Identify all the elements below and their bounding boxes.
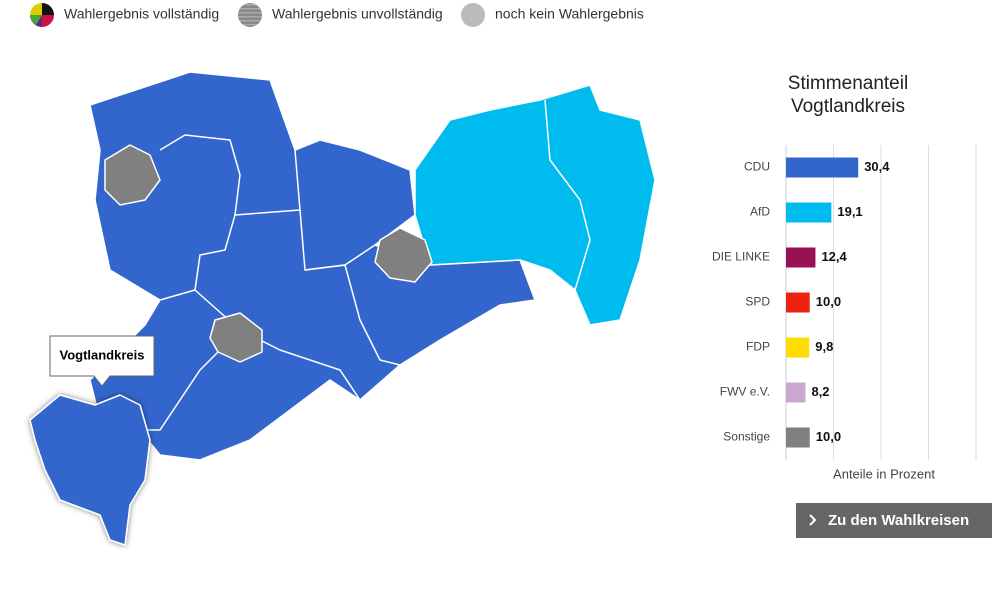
legend-label: Wahlergebnis unvollständig	[272, 6, 443, 22]
button-label[interactable]: Zu den Wahlkreisen	[828, 512, 969, 529]
button-bg[interactable]	[796, 503, 992, 538]
bar	[786, 247, 816, 268]
region-selected[interactable]	[29, 394, 151, 546]
button[interactable]: Zu den Wahlkreisen	[796, 503, 992, 538]
chart-title: Stimmenanteil	[788, 73, 908, 94]
city[interactable]	[104, 144, 161, 206]
value-label: 10,0	[816, 294, 841, 309]
region[interactable]	[414, 84, 656, 326]
legend: Wahlergebnis vollständig Wahlergebnis un…	[30, 3, 644, 27]
value-label: 19,1	[837, 204, 862, 219]
value-label: 30,4	[864, 159, 890, 174]
button-icon	[809, 514, 817, 526]
legend-icon-none	[461, 3, 485, 27]
y-tick-label: DIE LINKE	[712, 250, 770, 264]
legend-icon-complete	[30, 3, 54, 27]
legend-label: Wahlergebnis vollständig	[64, 6, 219, 22]
map	[29, 71, 656, 546]
bar	[786, 292, 810, 313]
bar	[786, 157, 859, 178]
bar	[786, 382, 806, 403]
y-tick-label: FWV e.V.	[720, 385, 770, 399]
legend-icon-partial	[238, 3, 262, 27]
tooltip-box	[49, 335, 155, 387]
bar	[786, 202, 832, 223]
value-label: 12,4	[821, 249, 847, 264]
x-axis-label: Anteile in Prozent	[833, 466, 935, 481]
legend-label: noch kein Wahlergebnis	[495, 6, 644, 22]
region[interactable]	[89, 71, 536, 461]
city[interactable]	[209, 312, 263, 363]
chart: Stimmenanteil Vogtlandkreis Anteile in P…	[712, 73, 977, 481]
y-tick-label: FDP	[746, 340, 770, 354]
city[interactable]	[374, 227, 433, 283]
tooltip: Vogtlandkreis	[49, 335, 155, 387]
value-label: 10,0	[816, 429, 841, 444]
tooltip-label: Vogtlandkreis	[59, 347, 144, 362]
bar	[786, 427, 810, 448]
y-tick-label: Sonstige	[723, 430, 770, 444]
value-label: 8,2	[811, 384, 829, 399]
value-label: 9,8	[815, 339, 833, 354]
y-tick-label: SPD	[745, 295, 770, 309]
y-tick-label: CDU	[744, 160, 770, 174]
chart-title: Vogtlandkreis	[791, 96, 905, 117]
y-tick-label: AfD	[750, 205, 770, 219]
bar	[786, 337, 810, 358]
